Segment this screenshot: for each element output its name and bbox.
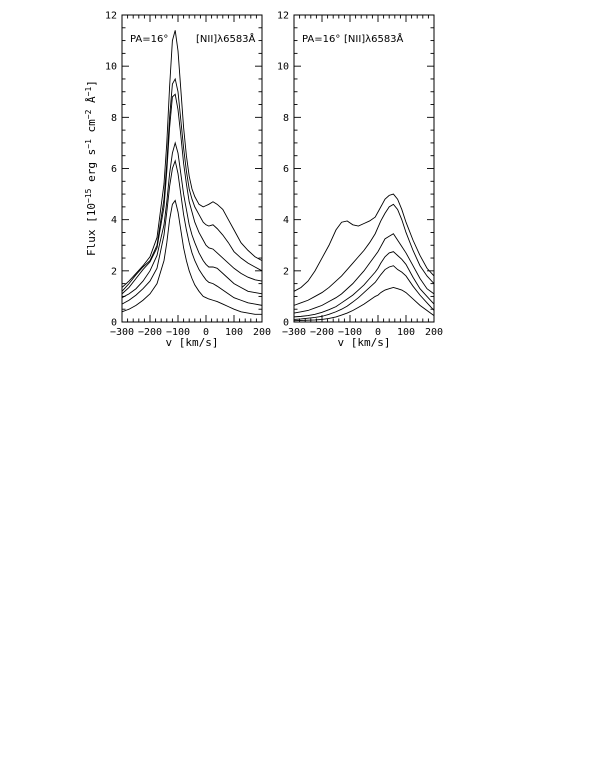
right-spectrum-line-2 xyxy=(293,203,435,306)
left-ticks xyxy=(121,14,263,323)
right-spectrum-line-4 xyxy=(293,251,435,318)
left-panel: −300 −200 −100 0 100 200 0 2 4 6 8 10 12 PA=16° [NII… xyxy=(84,11,271,350)
x-tick-label: 0 xyxy=(375,327,381,338)
left-spectrum-line-5 xyxy=(121,159,263,306)
y-tick-label: 0 xyxy=(111,318,117,329)
left-spectrum-line-2 xyxy=(121,77,263,292)
y-tick-label: 4 xyxy=(111,215,117,226)
y-tick-label: 2 xyxy=(283,266,289,277)
left-curves xyxy=(121,30,263,315)
y-tick-label: 6 xyxy=(111,164,117,175)
x-tick-label: −300 xyxy=(110,327,134,338)
right-spectrum-line-3 xyxy=(293,233,435,314)
y-tick-label: 12 xyxy=(105,11,117,22)
right-line-annotation: [NII]λ6583Å xyxy=(344,32,404,45)
left-spectrum-line-3 xyxy=(121,93,263,295)
left-spectrum-line-4 xyxy=(121,141,263,299)
y-tick-label: 10 xyxy=(277,62,289,73)
x-tick-label: −300 xyxy=(282,327,306,338)
right-tick-labels: −300 −200 −100 0 100 200 0 2 4 6 8 10 12 xyxy=(277,11,443,339)
y-tick-label: 0 xyxy=(283,318,289,329)
right-ticks xyxy=(293,14,435,323)
y-tick-label: 8 xyxy=(283,113,289,124)
left-line-annotation: [NII]λ6583Å xyxy=(196,32,256,45)
y-tick-label: 10 xyxy=(105,62,117,73)
y-tick-label: 4 xyxy=(283,215,289,226)
right-spectrum-line-1 xyxy=(293,193,435,292)
y-tick-label: 6 xyxy=(283,164,289,175)
right-x-axis-label: v [km/s] xyxy=(338,336,391,349)
right-curves xyxy=(293,193,435,322)
y-tick-label: 12 xyxy=(277,11,289,22)
x-tick-label: 0 xyxy=(203,327,209,338)
left-spectrum-line-6 xyxy=(121,199,262,315)
left-spectrum-line-1 xyxy=(121,30,263,288)
x-tick-label: 200 xyxy=(253,327,271,338)
x-tick-label: −200 xyxy=(138,327,162,338)
x-tick-label: 100 xyxy=(225,327,243,338)
right-pa-annotation: PA=16° xyxy=(302,34,340,45)
x-tick-label: −200 xyxy=(310,327,334,338)
right-plot-frame xyxy=(293,14,435,323)
x-tick-label: −100 xyxy=(338,327,362,338)
left-plot-frame xyxy=(121,14,263,323)
x-tick-label: −100 xyxy=(166,327,190,338)
right-spectrum-line-6 xyxy=(293,286,435,322)
left-y-axis-label: Flux [10−15 erg s−1 cm−2 Å−1] xyxy=(84,80,98,256)
y-tick-label: 2 xyxy=(111,266,117,277)
left-x-axis-label: v [km/s] xyxy=(166,336,219,349)
x-tick-label: 100 xyxy=(397,327,415,338)
left-pa-annotation: PA=16° xyxy=(130,34,168,45)
y-tick-label: 8 xyxy=(111,113,117,124)
x-tick-label: 200 xyxy=(425,327,443,338)
right-spectrum-line-5 xyxy=(293,265,435,320)
left-tick-labels: −300 −200 −100 0 100 200 0 2 4 6 8 10 12 xyxy=(105,11,271,339)
right-panel: −300 −200 −100 0 100 200 0 2 4 6 8 10 12 PA=16° [NII… xyxy=(277,11,443,350)
